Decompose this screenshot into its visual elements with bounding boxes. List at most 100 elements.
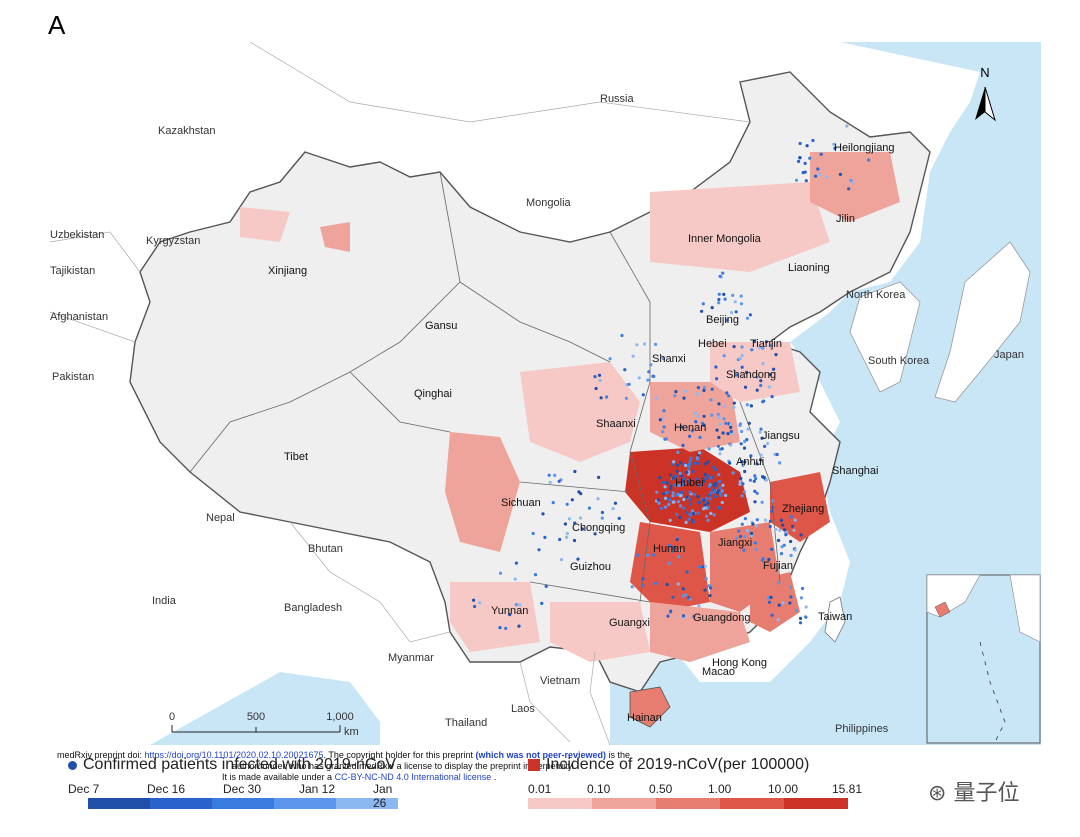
region-xinjiang-east	[240, 207, 290, 242]
patient-dot	[748, 478, 753, 482]
patient-dot	[676, 500, 681, 504]
patient-dot	[741, 463, 745, 467]
patient-dot	[675, 469, 679, 473]
patient-dot	[781, 523, 785, 527]
region-hubei	[625, 447, 750, 532]
patient-dot	[691, 520, 695, 524]
label-macao: Macao	[702, 666, 735, 678]
patient-dot	[681, 587, 685, 591]
patient-dot	[691, 469, 695, 474]
patient-dot	[759, 383, 763, 388]
patient-dot	[570, 498, 574, 502]
patient-dot	[682, 497, 686, 502]
patient-dot	[685, 510, 689, 515]
label-fujian: Fujian	[763, 560, 793, 572]
patient-dot	[728, 422, 733, 426]
tick-dec30: Dec 30	[223, 782, 262, 796]
patient-dot	[776, 581, 781, 585]
watermark-text: 量子位	[953, 781, 1020, 806]
patient-dot	[663, 437, 667, 441]
patient-dot	[473, 604, 477, 609]
patient-dot	[729, 443, 733, 447]
boundary-gansu	[459, 281, 611, 363]
patient-dot	[518, 603, 522, 607]
patient-dot	[686, 479, 691, 483]
patient-dot	[743, 469, 747, 474]
patient-dot	[696, 453, 700, 457]
patient-dot-icon	[68, 760, 77, 770]
region-guangxi	[550, 602, 650, 662]
patient-dot	[696, 414, 700, 419]
patient-dot	[687, 517, 691, 521]
patient-dot	[593, 375, 597, 379]
patient-dot	[720, 500, 724, 505]
patient-dot	[779, 518, 784, 522]
scale-tick-0: 0	[169, 711, 175, 723]
patient-dot	[754, 524, 758, 528]
patient-dot	[738, 357, 742, 361]
label-heilongjiang: Heilongjiang	[834, 142, 895, 154]
doi-link[interactable]: https://doi.org/10.1101/2020.02.10.20021…	[144, 750, 324, 760]
patients-swatch	[150, 798, 212, 809]
patient-dot	[753, 500, 757, 504]
patient-dot	[778, 461, 782, 465]
patient-dot	[721, 431, 725, 435]
patient-dot	[693, 411, 698, 415]
wechat-icon: ⊛	[928, 781, 947, 806]
patient-dot	[845, 124, 849, 128]
patient-dot	[651, 553, 656, 557]
patient-dot	[679, 493, 683, 498]
patient-dot	[735, 536, 739, 540]
patient-dot	[663, 485, 667, 489]
license-link[interactable]: CC-BY-NC-ND 4.0 International license	[334, 772, 492, 782]
patient-dot	[743, 439, 747, 443]
patient-dot	[767, 385, 771, 389]
patient-dot	[732, 345, 736, 349]
patient-dot	[771, 499, 775, 503]
patient-dot	[799, 596, 804, 600]
patient-dot	[758, 430, 762, 434]
patient-dot	[662, 425, 666, 429]
patient-dot	[627, 382, 631, 386]
patient-dot	[688, 502, 693, 506]
patient-dot	[753, 474, 757, 478]
region-guangdong	[650, 602, 750, 662]
patient-dot	[587, 506, 592, 510]
patient-dot	[770, 509, 774, 513]
patient-dot	[599, 396, 603, 400]
label-russia: Russia	[600, 93, 635, 105]
patient-dot	[750, 348, 754, 352]
label-shanxi: Shanxi	[652, 353, 686, 365]
region-shaanxi	[520, 362, 640, 462]
caption-line3-prefix: It is made available under a	[222, 772, 335, 782]
patient-dot	[737, 529, 741, 533]
label-hunan: Hunan	[653, 543, 685, 555]
patient-dot	[678, 515, 682, 520]
patient-dot	[791, 524, 795, 528]
patient-dot	[708, 497, 712, 501]
label-jilin: Jilin	[836, 213, 855, 225]
patient-dot	[635, 343, 639, 347]
patient-dot	[576, 557, 580, 561]
patient-dot	[645, 553, 650, 557]
label-guangxi: Guangxi	[609, 617, 650, 629]
patient-dot	[504, 626, 508, 631]
patient-dot	[498, 626, 502, 630]
patient-dot	[793, 548, 797, 552]
patient-dot	[669, 473, 673, 477]
patient-dot	[794, 609, 799, 613]
patient-dot	[740, 522, 744, 526]
patient-dot	[801, 586, 805, 591]
patient-dot	[776, 618, 780, 622]
patient-dot	[722, 354, 726, 358]
patient-dot	[764, 340, 769, 344]
patient-dot	[768, 372, 772, 377]
japan-land	[934, 241, 1031, 403]
patient-dot	[698, 435, 702, 439]
patient-dot	[792, 528, 796, 532]
region-fujian	[750, 572, 800, 632]
patient-dot	[600, 516, 604, 520]
label-sichuan: Sichuan	[501, 497, 541, 509]
patient-dot	[666, 614, 670, 618]
incidence-swatch	[528, 798, 592, 809]
